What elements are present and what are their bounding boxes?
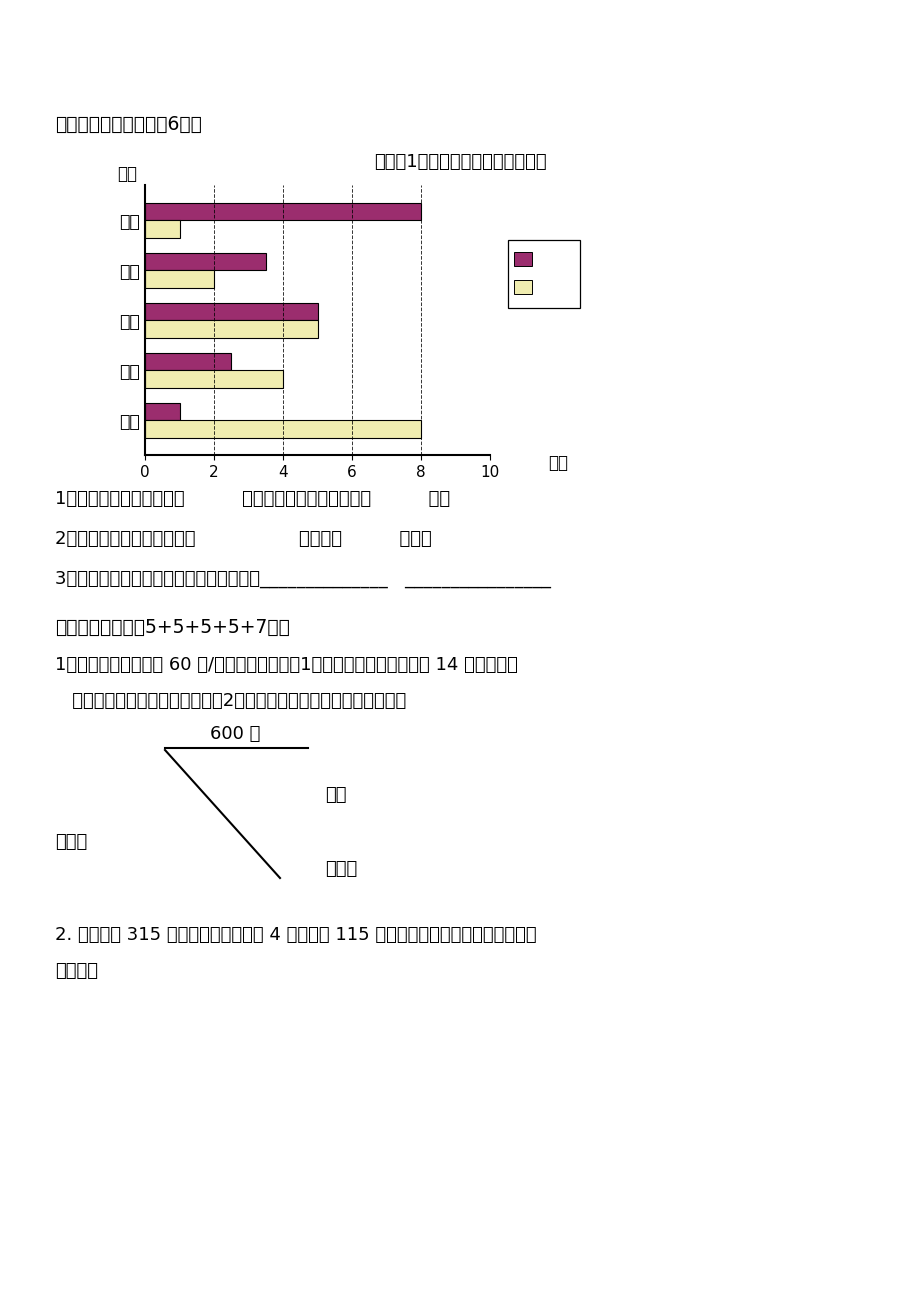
Text: 人数: 人数 (548, 454, 567, 473)
Bar (145, 320, 317, 337)
Bar (145, 421, 421, 437)
Text: 3、你还能得到哪些信息？（至少写两条）______________   ________________: 3、你还能得到哪些信息？（至少写两条）______________ ______… (55, 570, 550, 589)
Text: 口算题？: 口算题？ (55, 962, 98, 980)
Text: 女生: 女生 (537, 250, 556, 268)
Bar (145, 253, 266, 270)
Bar (145, 302, 317, 320)
Text: 家到图书馆的路程是多少米？（2）明明放学回家最少要走多少分钟？: 家到图书馆的路程是多少米？（2）明明放学回家最少要走多少分钟？ (55, 691, 406, 710)
Text: 图书馆: 图书馆 (324, 861, 357, 878)
Text: 五年（1）班同学喜欢的午餐统计图: 五年（1）班同学喜欢的午餐统计图 (373, 154, 546, 171)
Text: 名称: 名称 (117, 165, 137, 184)
Text: 明明家: 明明家 (55, 833, 87, 852)
Text: 男生: 男生 (537, 279, 556, 296)
Bar (145, 270, 214, 288)
Text: 学校: 学校 (324, 786, 346, 805)
Text: 1、男生最喜欢的午餐是（          ），女生最喜欢的午餐是（          ）。: 1、男生最喜欢的午餐是（ ），女生最喜欢的午餐是（ ）。 (55, 490, 449, 508)
Text: 2、女生最不喜欢的午餐是（                  ），有（          ）人。: 2、女生最不喜欢的午餐是（ ），有（ ）人。 (55, 530, 431, 548)
Bar (145, 353, 231, 370)
Bar (145, 203, 421, 220)
Text: 六、看图回答问题：（6分）: 六、看图回答问题：（6分） (55, 115, 201, 134)
Bar (145, 370, 283, 388)
Text: 600 米: 600 米 (210, 725, 260, 743)
Bar (145, 402, 179, 421)
Text: 2. 东东要做 315 道口算题，已经做了 4 天，还剩 115 道没有做，东东平均每天做多少道: 2. 东东要做 315 道口算题，已经做了 4 天，还剩 115 道没有做，东东… (55, 926, 536, 944)
Bar (145, 220, 179, 237)
Text: 1、明明步行的速度是 60 米/分，照这样算，（1）他从家走到图书馆用了 14 分钟，明明: 1、明明步行的速度是 60 米/分，照这样算，（1）他从家走到图书馆用了 14 … (55, 656, 517, 674)
Text: 六、解决问题：（5+5+5+5+7分）: 六、解决问题：（5+5+5+5+7分） (55, 618, 289, 637)
